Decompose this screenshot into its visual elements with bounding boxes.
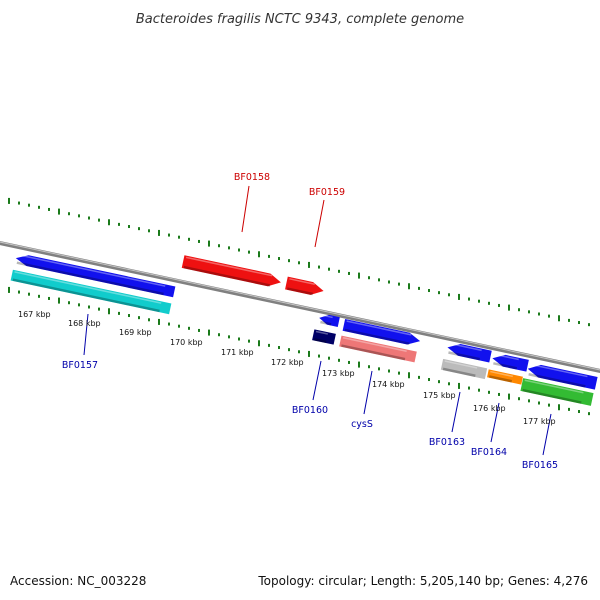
gene-shine: [450, 342, 482, 352]
gene-shade: [341, 344, 406, 361]
gene-feature-8[interactable]: [446, 342, 492, 363]
genome-stats-text: Topology: circular; Length: 5,205,140 bp…: [258, 574, 588, 588]
gene-feature-12[interactable]: [526, 362, 598, 390]
gene-shade: [287, 287, 313, 296]
gene-label-leader: [490, 402, 500, 443]
gene-feature-4[interactable]: [318, 313, 340, 327]
gene-shine: [346, 320, 412, 336]
gene-feature-10[interactable]: [491, 352, 529, 372]
gene-shine: [289, 278, 315, 285]
genome-backbone: [0, 241, 600, 373]
gene-shine: [315, 330, 328, 335]
gene-body: [10, 269, 172, 315]
gene-shade: [448, 351, 481, 361]
scale-label: 173 kbp: [322, 369, 355, 378]
gene-label[interactable]: BF0157: [62, 360, 98, 371]
gene-label-leader: [542, 413, 552, 456]
backbone-highlight: [0, 241, 600, 371]
gene-shade: [314, 338, 327, 344]
gene-shine: [342, 336, 407, 353]
gene-shade: [489, 375, 513, 383]
gene-body: [440, 358, 488, 380]
gene-shade: [320, 320, 332, 326]
gene-body: [492, 354, 529, 372]
gene-body: [527, 364, 598, 390]
gene-shine: [14, 271, 162, 304]
map-title: Bacteroides fragilis NCTC 9343, complete…: [136, 12, 464, 27]
gene-label[interactable]: BF0159: [309, 187, 345, 198]
scale-label: 169 kbp: [119, 328, 152, 337]
scale-labels: 167 kbp 168 kbp 169 kbp 170 kbp 171 kbp 172 k…: [18, 310, 556, 426]
gene-track: [10, 253, 598, 406]
scale-label: 171 kbp: [221, 348, 254, 357]
gene-body: [520, 378, 594, 406]
gene-shade: [493, 362, 518, 370]
gene-bf0159[interactable]: [285, 276, 325, 298]
upper-tick-track: [8, 197, 590, 327]
gene-shade: [12, 278, 160, 313]
scale-label: 176 kbp: [473, 404, 506, 413]
gene-label[interactable]: cysS: [351, 419, 373, 430]
scale-label: 168 kbp: [68, 319, 101, 328]
gene-label-leader: [363, 370, 373, 415]
gene-bf0160[interactable]: [312, 329, 336, 345]
gene-shine: [495, 353, 519, 361]
scale-label: 170 kbp: [170, 338, 203, 347]
gene-shine: [490, 370, 513, 378]
gene-bf0165[interactable]: [520, 378, 594, 406]
gene-shine: [185, 256, 273, 277]
gene-shine: [18, 254, 166, 287]
gene-label-leader: [241, 185, 250, 233]
gene-feature-0[interactable]: [15, 253, 176, 298]
gene-body: [285, 276, 324, 295]
gene-body: [447, 344, 492, 363]
gene-body: [339, 335, 417, 363]
gene-bf0164[interactable]: [487, 369, 523, 385]
gene-bf0157[interactable]: [10, 269, 172, 315]
gene-shine: [524, 379, 584, 394]
gene-shade: [522, 388, 582, 404]
gene-body: [487, 369, 523, 385]
scale-label: 167 kbp: [18, 310, 51, 319]
gene-label-leader: [83, 313, 89, 356]
gene-shine: [530, 363, 588, 378]
scale-label: 172 kbp: [271, 358, 304, 367]
accession-text: Accession: NC_003228: [10, 574, 147, 588]
gene-bf0158[interactable]: [181, 255, 283, 289]
gene-label-leader: [312, 360, 322, 401]
gene-shade: [16, 261, 164, 296]
gene-shade: [183, 265, 271, 287]
gene-label[interactable]: BF0158: [234, 172, 270, 183]
scale-label: 175 kbp: [423, 391, 456, 400]
backbone-line: [0, 241, 600, 373]
gene-body: [342, 318, 421, 345]
gene-label[interactable]: BF0163: [429, 437, 465, 448]
gene-label[interactable]: BF0164: [471, 447, 507, 458]
gene-feature-6[interactable]: [342, 318, 422, 347]
gene-body: [181, 255, 281, 287]
scale-label: 174 kbp: [372, 380, 405, 389]
gene-body: [15, 255, 176, 298]
gene-bf0163[interactable]: [440, 358, 488, 380]
lower-tick-track: [8, 286, 590, 416]
gene-body: [319, 314, 340, 327]
gene-shine: [444, 360, 478, 369]
gene-cyss[interactable]: [339, 335, 417, 363]
gene-labels: BF0157 BF0158 BF0159 BF0160 cysS BF0163 BF0164…: [62, 172, 558, 471]
gene-shine: [321, 314, 333, 319]
scale-label: 177 kbp: [523, 417, 556, 426]
gene-label[interactable]: BF0165: [522, 460, 558, 471]
gene-label[interactable]: BF0160: [292, 405, 328, 416]
gene-shade: [442, 367, 476, 377]
gene-label-leader: [451, 391, 461, 433]
gene-shade: [344, 328, 410, 345]
gene-body: [312, 329, 336, 345]
gene-shade: [528, 373, 586, 388]
gene-label-leader: [314, 199, 325, 248]
